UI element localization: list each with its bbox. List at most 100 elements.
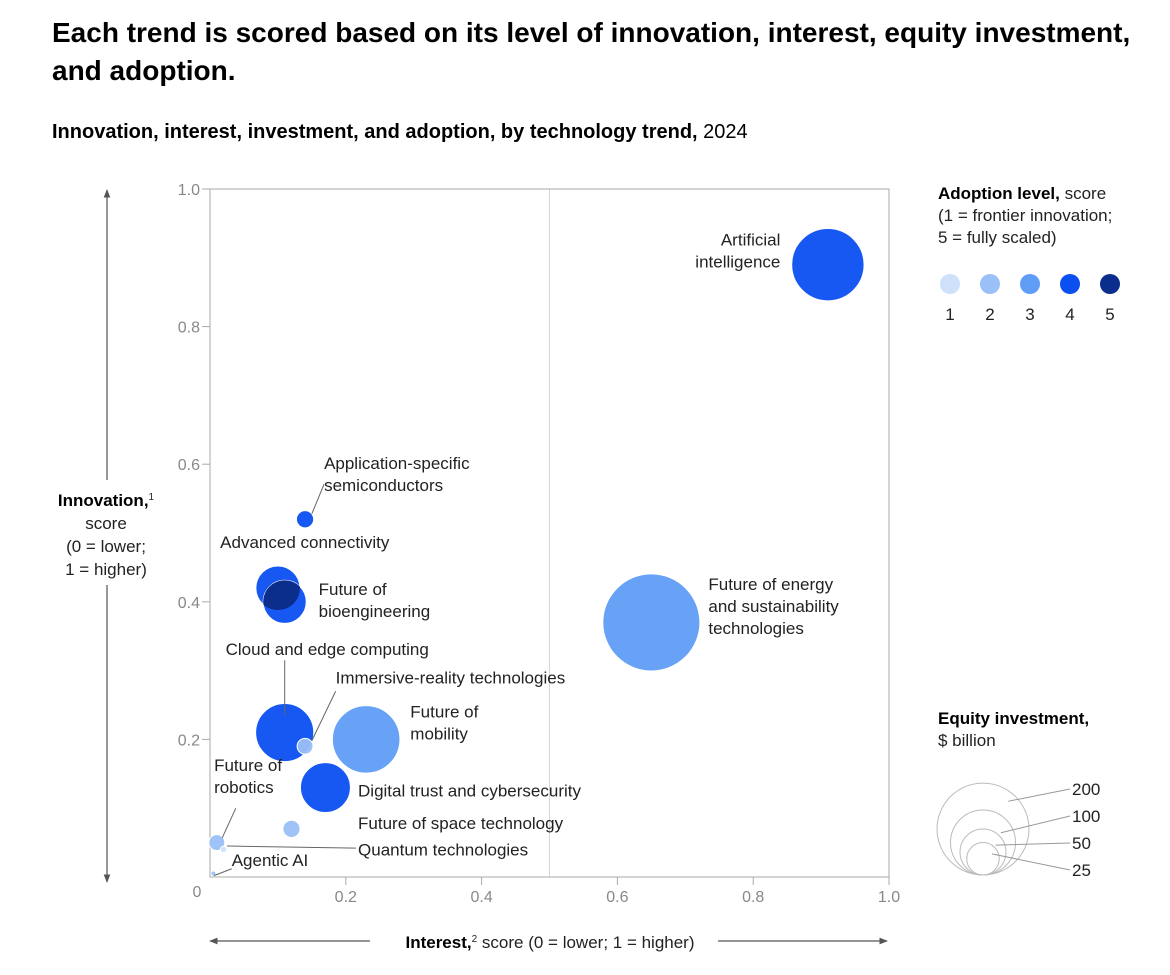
size-legend-leader	[995, 842, 1071, 846]
leader-line	[213, 868, 232, 877]
leader-line	[311, 483, 325, 514]
label-line: intelligence	[695, 252, 780, 271]
bubble-overlap	[263, 580, 300, 611]
bubble-quantum-technologies	[219, 845, 228, 854]
bubble-future-of-mobility	[331, 705, 401, 774]
label-agentic-ai: Agentic AI	[232, 851, 309, 870]
x-axis-name: Interest,	[405, 933, 472, 952]
bubble-immersive-reality-technologies	[296, 737, 314, 755]
x-tick-label: 0.6	[606, 889, 628, 906]
adoption-level-label: 3	[1025, 305, 1034, 324]
size-legend-value: 25	[1072, 861, 1091, 880]
y-tick-label: 0.6	[178, 457, 200, 474]
label-line: Future of energy	[708, 575, 833, 594]
size-legend-leader	[1000, 815, 1071, 834]
y-axis-footnote: 1	[148, 492, 155, 503]
subtitle-main: Innovation, interest, investment, and ad…	[52, 121, 698, 143]
x-tick-label: 1.0	[878, 889, 900, 906]
label-artificial-intelligence: Artificial intelligence	[695, 230, 780, 271]
leader-line	[226, 845, 356, 849]
adoption-level-label: 4	[1065, 305, 1074, 324]
adoption-legend-line3: 5 = fully scaled)	[938, 228, 1057, 247]
bubble-artificial-intelligence	[791, 227, 865, 302]
y-axis-line3: (0 = lower;	[66, 537, 146, 556]
y-tick-label: 0.2	[178, 732, 200, 749]
x-axis-label: Interest,2 score (0 = lower; 1 = higher)	[370, 931, 730, 955]
label-immersive-reality-technologies: Immersive-reality technologies	[336, 669, 566, 688]
label-line: Advanced connectivity	[220, 533, 390, 552]
adoption-swatch-2	[980, 274, 1000, 294]
label-line: Application-specific	[324, 454, 470, 473]
size-legend-line2: $ billion	[938, 731, 996, 750]
adoption-legend-bold: Adoption level,	[938, 184, 1060, 203]
plot-frame	[209, 188, 890, 878]
subtitle-year: 2024	[703, 121, 748, 143]
adoption-level-label: 5	[1105, 305, 1114, 324]
label-future-of-energy-and-sustainability-technologies: Future of energy and sustainability techno…	[708, 575, 839, 638]
y-axis-label: Innovation,1 score (0 = lower; 1 = highe…	[30, 489, 182, 581]
label-cloud-and-edge-computing: Cloud and edge computing	[226, 640, 429, 659]
label-line: Artificial	[721, 230, 781, 249]
label-line: mobility	[410, 724, 468, 743]
adoption-swatch-4	[1060, 274, 1080, 294]
label-quantum-technologies: Quantum technologies	[358, 841, 528, 860]
label-line: Future of	[319, 580, 387, 599]
label-application-specific-semiconductors: Application-specific semiconductors	[324, 454, 470, 495]
size-legend-leader	[991, 853, 1071, 871]
size-legend-bold: Equity investment,	[938, 709, 1090, 728]
label-digital-trust-and-cybersecurity: Digital trust and cybersecurity	[358, 782, 581, 801]
size-legend-circle	[966, 842, 1000, 876]
label-line: Quantum technologies	[358, 841, 528, 860]
size-legend-circle	[959, 828, 1007, 876]
bubble-application-specific-semiconductors	[295, 510, 315, 529]
x-axis-rest: score (0 = lower; 1 = higher)	[481, 933, 695, 952]
label-line: Future of space technology	[358, 814, 564, 833]
label-future-of-space-technology: Future of space technology	[358, 814, 564, 833]
y-axis-line2: score	[85, 514, 127, 533]
label-line: semiconductors	[324, 476, 443, 495]
y-axis-name: Innovation,	[57, 491, 149, 510]
size-legend-value: 50	[1072, 834, 1091, 853]
bubble-future-of-robotics	[208, 834, 226, 852]
size-legend-value: 200	[1072, 780, 1100, 799]
x-axis-footnote: 2	[471, 934, 478, 945]
label-advanced-connectivity: Advanced connectivity	[220, 533, 390, 552]
adoption-swatch-3	[1020, 274, 1040, 294]
x-tick-label: 0.8	[742, 889, 764, 906]
size-legend-value: 100	[1072, 807, 1100, 826]
x-tick-label: 0.4	[470, 889, 492, 906]
label-line: Immersive-reality technologies	[336, 669, 566, 688]
y-tick-label: 0.8	[178, 320, 200, 337]
label-line: robotics	[214, 778, 274, 797]
chart-title: Each trend is scored based on its level …	[52, 17, 1131, 86]
origin-label: 0	[193, 884, 202, 901]
label-line: Future of	[214, 756, 282, 775]
adoption-legend-rest: score	[1064, 184, 1107, 203]
label-line: and sustainability	[708, 597, 839, 616]
adoption-legend-line2: (1 = frontier innovation;	[938, 206, 1113, 225]
bubble-agentic-ai	[210, 870, 217, 877]
label-future-of-robotics: Future of robotics	[214, 756, 282, 797]
leader-line	[221, 807, 237, 838]
adoption-swatch-5	[1100, 274, 1120, 294]
adoption-legend-title: Adoption level, score (1 = frontier inno…	[938, 183, 1112, 249]
label-line: technologies	[708, 619, 803, 638]
adoption-level-label: 2	[985, 305, 994, 324]
adoption-level-label: 1	[945, 305, 954, 324]
size-legend-title: Equity investment, $ billion	[938, 708, 1089, 752]
bubble-future-of-energy-and-sustainability-technologies	[602, 573, 701, 672]
label-line: Future of	[410, 702, 478, 721]
y-tick-label: 0.4	[178, 595, 200, 612]
label-line: Digital trust and cybersecurity	[358, 782, 581, 801]
y-tick-label: 1.0	[178, 182, 200, 199]
adoption-swatch-1	[940, 274, 960, 294]
chart-subtitle: Innovation, interest, investment, and ad…	[52, 118, 748, 146]
bubble-digital-trust-and-cybersecurity	[299, 762, 351, 814]
y-axis-line4: 1 = higher)	[65, 560, 147, 579]
label-line: bioengineering	[319, 602, 431, 621]
size-legend-leader	[1008, 788, 1071, 802]
label-future-of-bioengineering: Future of bioengineering	[319, 580, 431, 621]
bubble-future-of-space-technology	[282, 819, 301, 838]
label-line: Cloud and edge computing	[226, 640, 429, 659]
